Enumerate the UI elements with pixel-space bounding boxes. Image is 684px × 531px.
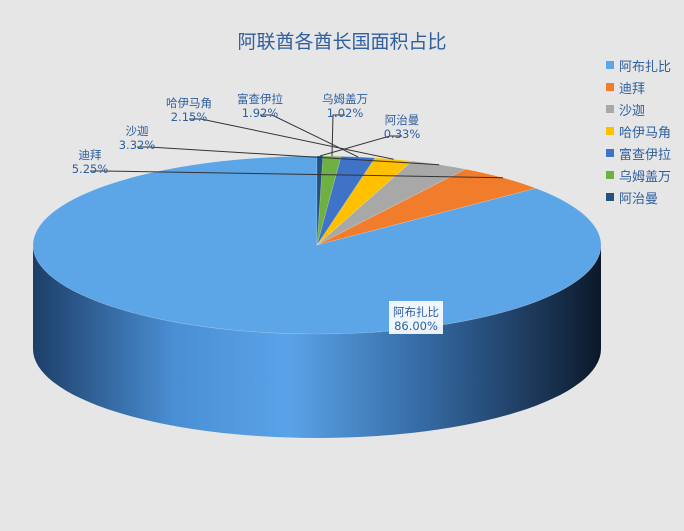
leader-line bbox=[331, 114, 345, 157]
legend-swatch bbox=[606, 61, 614, 69]
data-label-name: 哈伊马角 bbox=[166, 96, 212, 110]
legend-label: 乌姆盖万 bbox=[619, 169, 672, 185]
data-label-value: 0.33% bbox=[384, 127, 421, 141]
legend-item: 阿治曼 bbox=[606, 186, 671, 208]
legend-label: 阿布扎比 bbox=[619, 59, 672, 75]
legend-label: 富查伊拉 bbox=[619, 147, 672, 163]
legend-label: 阿治曼 bbox=[619, 191, 659, 207]
legend-swatch bbox=[606, 171, 614, 179]
data-label-name: 迪拜 bbox=[79, 148, 102, 162]
legend-swatch bbox=[606, 127, 614, 135]
leader-line bbox=[137, 146, 440, 166]
data-label-value: 3.32% bbox=[119, 138, 156, 152]
leader-line bbox=[90, 170, 504, 179]
leader-line bbox=[260, 114, 359, 158]
legend-item: 乌姆盖万 bbox=[606, 164, 671, 186]
legend-item: 沙迦 bbox=[606, 98, 671, 120]
pie-slice-6 bbox=[316, 155, 342, 246]
data-label-value: 1.02% bbox=[327, 106, 364, 120]
legend-item: 哈伊马角 bbox=[606, 120, 671, 142]
data-label-value: 5.25% bbox=[72, 162, 109, 176]
data-label-name: 沙迦 bbox=[126, 124, 149, 138]
pie-slice-1 bbox=[32, 155, 602, 335]
legend-swatch bbox=[606, 149, 614, 157]
legend-label: 沙迦 bbox=[619, 103, 646, 119]
chart-legend: 阿布扎比迪拜沙迦哈伊马角富查伊拉乌姆盖万阿治曼 bbox=[606, 54, 671, 208]
data-label-value: 1.92% bbox=[242, 106, 279, 120]
legend-item: 迪拜 bbox=[606, 76, 671, 98]
pie-side-wall bbox=[33, 245, 601, 438]
data-label-value: 2.15% bbox=[171, 110, 208, 124]
data-label-name: 乌姆盖万 bbox=[322, 92, 368, 106]
legend-swatch bbox=[606, 83, 614, 91]
leader-line bbox=[319, 135, 402, 157]
data-label-name: 阿布扎比 bbox=[393, 305, 439, 319]
legend-swatch bbox=[606, 193, 614, 201]
legend-item: 富查伊拉 bbox=[606, 142, 671, 164]
leader-line bbox=[189, 118, 394, 160]
data-label-name: 阿治曼 bbox=[385, 113, 420, 127]
legend-item: 阿布扎比 bbox=[606, 54, 671, 76]
legend-label: 哈伊马角 bbox=[619, 125, 672, 141]
data-label-value: 86.00% bbox=[394, 319, 438, 333]
chart-title: 阿联酋各酋长国面积占比 bbox=[237, 31, 447, 53]
legend-label: 迪拜 bbox=[619, 81, 646, 97]
data-label-box bbox=[389, 301, 443, 334]
data-label-name: 富查伊拉 bbox=[237, 92, 283, 106]
legend-swatch bbox=[606, 105, 614, 113]
